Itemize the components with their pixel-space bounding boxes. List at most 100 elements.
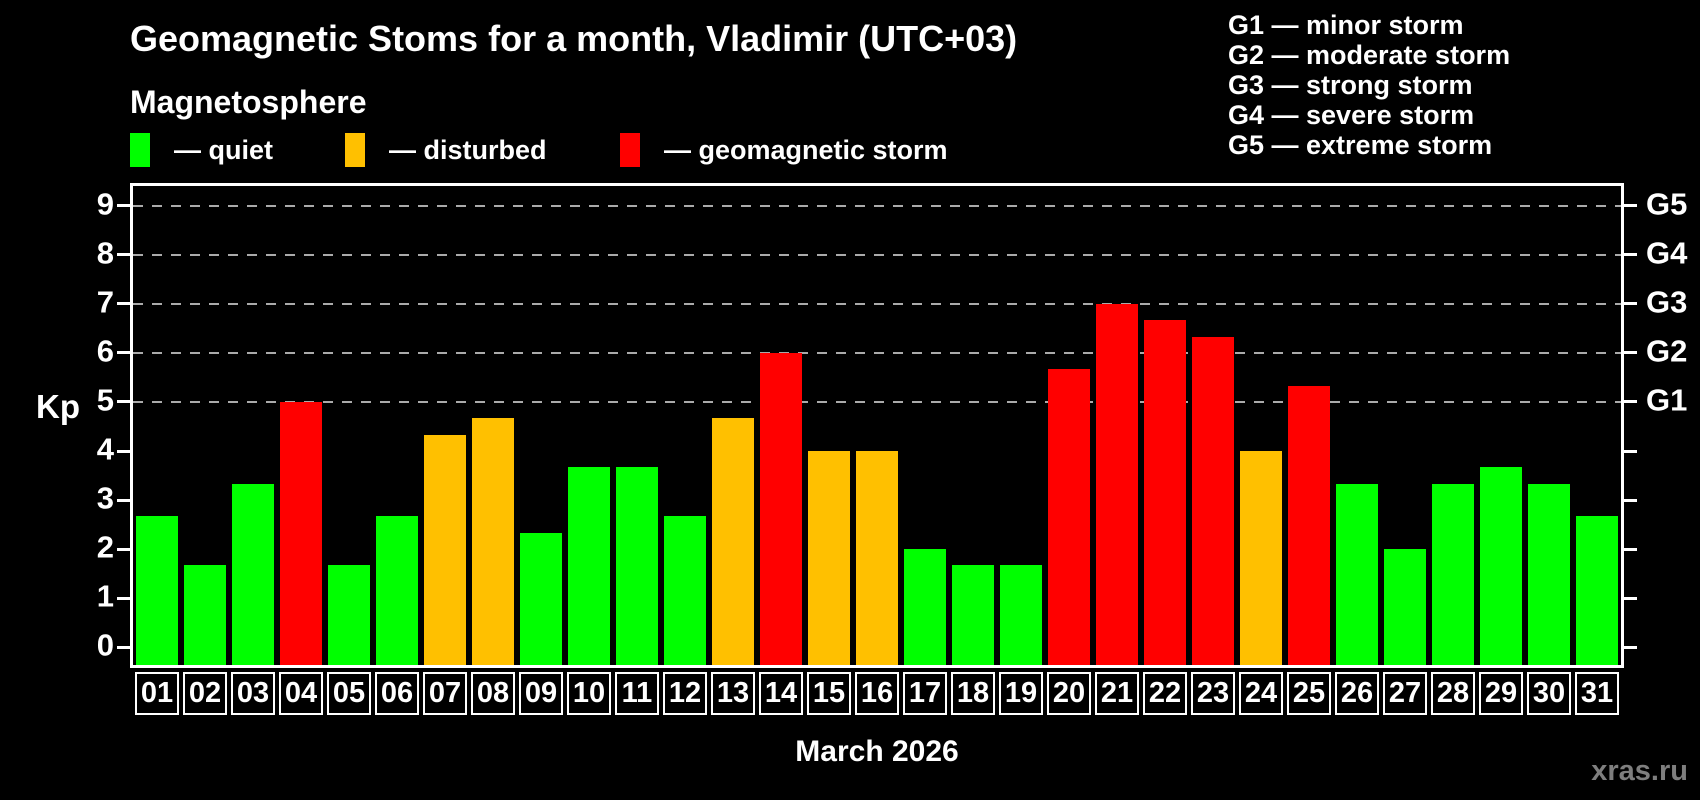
kp-bar-day-14 bbox=[760, 352, 802, 665]
kp-bar-day-29 bbox=[1480, 467, 1522, 665]
legend-label-quiet: — quiet bbox=[174, 134, 273, 165]
storm-scale-row-g3: G3 — strong storm bbox=[1228, 70, 1473, 100]
left-tick-2 bbox=[117, 547, 130, 551]
day-label-08: 08 bbox=[471, 672, 515, 715]
kp-bar-day-25 bbox=[1288, 385, 1330, 665]
bar-slot-day-14 bbox=[757, 186, 805, 665]
bars-layer bbox=[133, 186, 1621, 665]
day-label-06: 06 bbox=[375, 672, 419, 715]
bar-slot-day-05 bbox=[325, 186, 373, 665]
kp-bar-day-08 bbox=[472, 418, 514, 665]
legend-item-quiet: — quiet bbox=[130, 133, 273, 167]
kp-bar-day-30 bbox=[1528, 483, 1570, 665]
day-label-26: 26 bbox=[1335, 672, 1379, 715]
left-tick-5 bbox=[117, 400, 130, 404]
y-axis-title: Kp bbox=[36, 388, 80, 425]
y-tick-label-8: 8 bbox=[96, 235, 114, 271]
legend-item-storm: — geomagnetic storm bbox=[620, 133, 948, 167]
chart-subtitle: Magnetosphere bbox=[130, 84, 367, 120]
kp-bar-day-31 bbox=[1576, 516, 1618, 665]
plot-area bbox=[130, 183, 1624, 668]
watermark: xras.ru bbox=[1591, 755, 1688, 787]
day-label-07: 07 bbox=[423, 672, 467, 715]
gridline-kp-9 bbox=[133, 204, 1621, 207]
day-label-19: 19 bbox=[999, 672, 1043, 715]
kp-bar-day-11 bbox=[616, 467, 658, 665]
bar-slot-day-23 bbox=[1189, 186, 1237, 665]
bar-slot-day-10 bbox=[565, 186, 613, 665]
left-tick-0 bbox=[117, 645, 130, 649]
legend-swatch-storm bbox=[620, 133, 640, 167]
bar-slot-day-21 bbox=[1093, 186, 1141, 665]
bar-slot-day-24 bbox=[1237, 186, 1285, 665]
left-tick-4 bbox=[117, 449, 130, 453]
bar-slot-day-27 bbox=[1381, 186, 1429, 665]
x-axis-title: March 2026 bbox=[795, 735, 959, 768]
day-label-28: 28 bbox=[1431, 672, 1475, 715]
kp-bar-day-02 bbox=[184, 565, 226, 665]
day-label-11: 11 bbox=[615, 672, 659, 715]
gridline-kp-7 bbox=[133, 302, 1621, 305]
kp-bar-day-18 bbox=[952, 565, 994, 665]
kp-bar-day-06 bbox=[376, 516, 418, 665]
gridline-kp-8 bbox=[133, 253, 1621, 256]
gridline-kp-5 bbox=[133, 400, 1621, 403]
bar-slot-day-13 bbox=[709, 186, 757, 665]
storm-scale-row-g2: G2 — moderate storm bbox=[1228, 40, 1511, 70]
day-label-29: 29 bbox=[1479, 672, 1523, 715]
right-tick-5 bbox=[1624, 400, 1637, 404]
y-tick-label-5: 5 bbox=[96, 382, 114, 418]
storm-scale-row-g5: G5 — extreme storm bbox=[1228, 130, 1493, 160]
left-tick-8 bbox=[117, 253, 130, 257]
bar-slot-day-30 bbox=[1525, 186, 1573, 665]
bar-slot-day-18 bbox=[949, 186, 997, 665]
bar-slot-day-04 bbox=[277, 186, 325, 665]
right-tick-7 bbox=[1624, 302, 1637, 306]
day-label-30: 30 bbox=[1527, 672, 1571, 715]
kp-bar-day-21 bbox=[1096, 303, 1138, 665]
kp-bar-day-27 bbox=[1384, 549, 1426, 665]
kp-bar-day-09 bbox=[520, 532, 562, 665]
bar-slot-day-01 bbox=[133, 186, 181, 665]
bar-slot-day-31 bbox=[1573, 186, 1621, 665]
storm-scale-row-g4: G4 — severe storm bbox=[1228, 100, 1475, 130]
bar-slot-day-29 bbox=[1477, 186, 1525, 665]
legend-swatch-quiet bbox=[130, 133, 150, 167]
kp-bar-day-28 bbox=[1432, 483, 1474, 665]
y-tick-label-7: 7 bbox=[96, 284, 114, 320]
y-tick-label-6: 6 bbox=[96, 333, 114, 369]
day-label-16: 16 bbox=[855, 672, 899, 715]
legend-label-disturbed: — disturbed bbox=[389, 134, 547, 165]
bar-slot-day-19 bbox=[997, 186, 1045, 665]
day-label-04: 04 bbox=[279, 672, 323, 715]
right-axis-label-g4: G4 bbox=[1646, 235, 1688, 271]
bar-slot-day-03 bbox=[229, 186, 277, 665]
day-label-05: 05 bbox=[327, 672, 371, 715]
kp-bar-day-22 bbox=[1144, 319, 1186, 665]
day-label-23: 23 bbox=[1191, 672, 1235, 715]
right-axis-label-g1: G1 bbox=[1646, 382, 1688, 418]
right-tick-8 bbox=[1624, 253, 1637, 257]
left-tick-1 bbox=[117, 596, 130, 600]
y-tick-label-1: 1 bbox=[96, 578, 114, 614]
day-label-01: 01 bbox=[135, 672, 179, 715]
day-label-13: 13 bbox=[711, 672, 755, 715]
right-tick-1 bbox=[1624, 596, 1637, 600]
kp-bar-day-01 bbox=[136, 516, 178, 665]
y-tick-label-3: 3 bbox=[96, 480, 114, 516]
right-axis-label-g2: G2 bbox=[1646, 333, 1688, 369]
day-label-10: 10 bbox=[567, 672, 611, 715]
legend-label-storm: — geomagnetic storm bbox=[664, 134, 948, 165]
day-label-15: 15 bbox=[807, 672, 851, 715]
kp-bar-day-19 bbox=[1000, 565, 1042, 665]
kp-bar-day-16 bbox=[856, 451, 898, 665]
right-axis-label-g3: G3 bbox=[1646, 284, 1688, 320]
gridline-kp-6 bbox=[133, 351, 1621, 354]
day-label-31: 31 bbox=[1575, 672, 1619, 715]
right-tick-6 bbox=[1624, 351, 1637, 355]
kp-bar-day-26 bbox=[1336, 483, 1378, 665]
day-label-03: 03 bbox=[231, 672, 275, 715]
kp-bar-day-17 bbox=[904, 549, 946, 665]
left-tick-7 bbox=[117, 302, 130, 306]
bar-slot-day-16 bbox=[853, 186, 901, 665]
